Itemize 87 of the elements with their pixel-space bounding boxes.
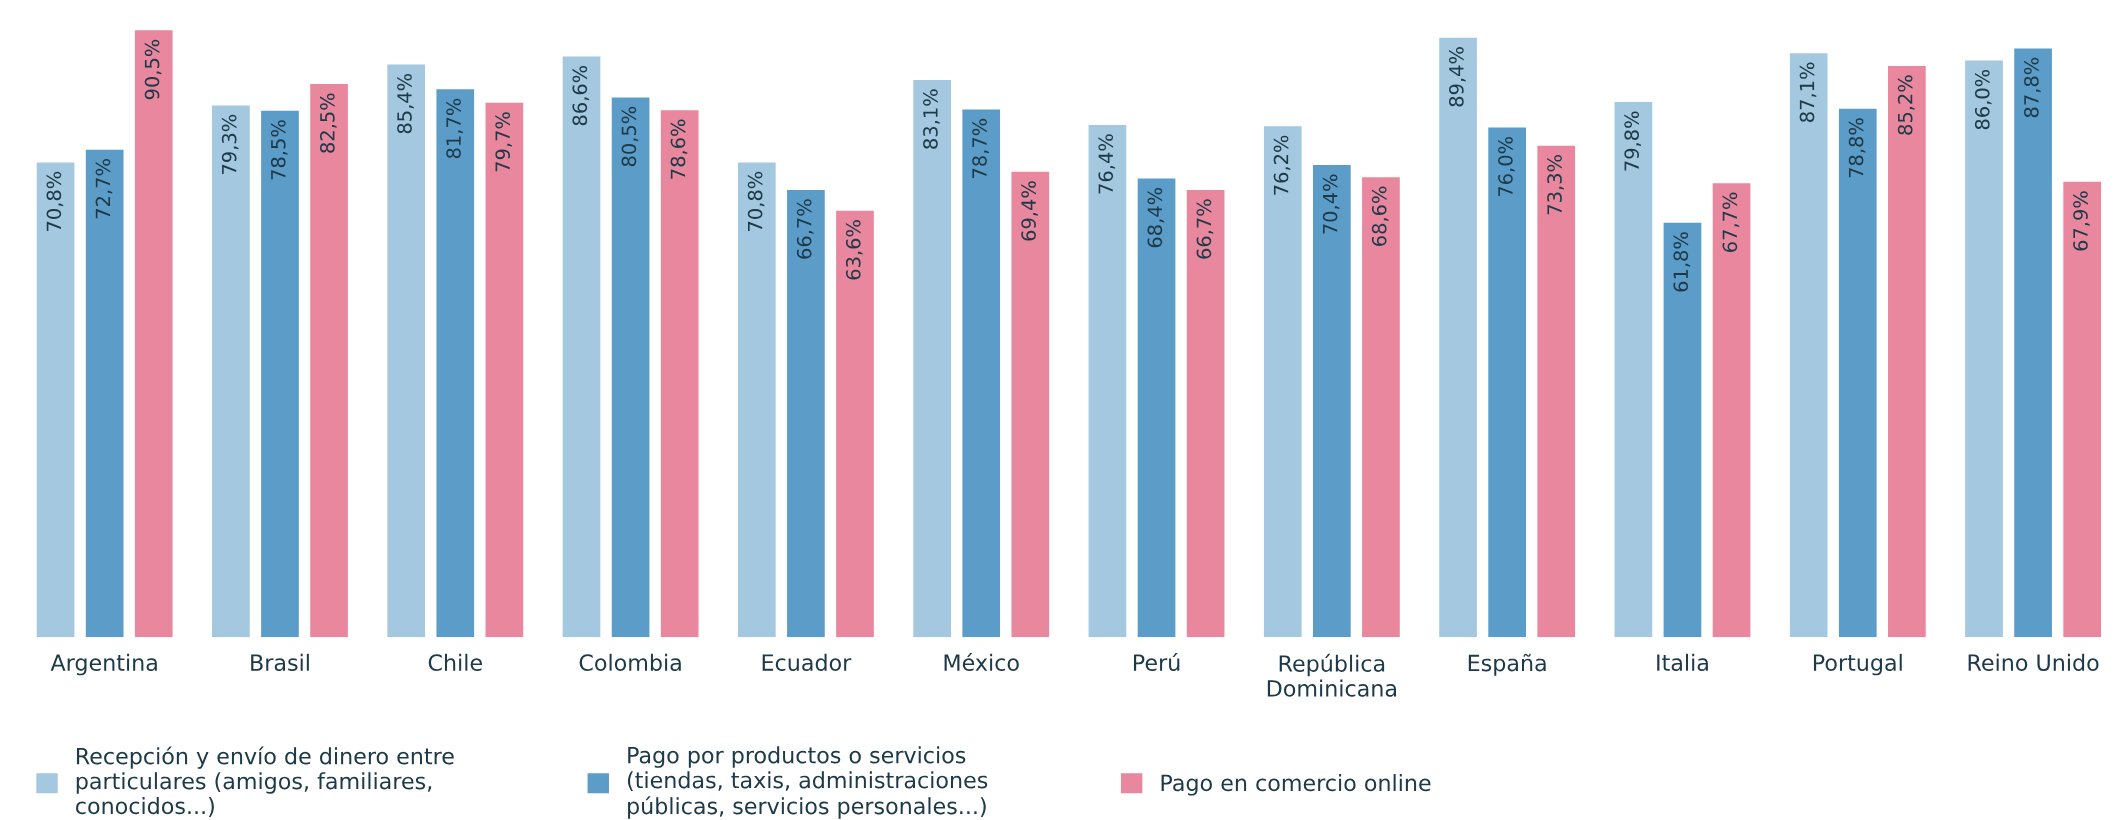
bar <box>913 79 951 638</box>
legend-label: Pago por productos o servicios (tiendas, taxis, administraciones públicas, servicios personales...) <box>627 746 988 819</box>
x-tick-label: Chile <box>428 653 482 672</box>
data-label: 69,4% <box>1021 181 1038 241</box>
bar <box>1137 178 1176 638</box>
x-tick-label: Colombia <box>579 653 681 672</box>
data-label: 67,7% <box>1722 192 1740 252</box>
data-label: 61,8% <box>1673 232 1691 292</box>
data-label: 78,8% <box>1848 118 1866 178</box>
data-label: 76,0% <box>1498 136 1515 197</box>
data-label: 78,7% <box>972 118 989 178</box>
data-label: 63,6% <box>845 220 863 280</box>
data-label: 89,4% <box>1449 47 1466 107</box>
bar <box>2014 48 2052 638</box>
bar <box>1313 165 1351 638</box>
bar <box>1011 171 1050 638</box>
data-label: 79,7% <box>495 112 512 172</box>
bar <box>1263 126 1302 638</box>
bar <box>134 30 173 638</box>
bar <box>387 64 426 638</box>
data-label: 67,9% <box>2073 191 2090 251</box>
x-tick-label: España <box>1468 653 1546 676</box>
x-tick-label: Argentina <box>50 653 157 676</box>
x-tick-label: México <box>944 652 1019 672</box>
data-label: 82,5% <box>319 93 337 153</box>
bar <box>1838 108 1877 638</box>
x-tick-label: Ecuador <box>762 653 852 672</box>
data-label: 80,5% <box>621 106 639 167</box>
bar <box>1537 145 1576 638</box>
bar <box>836 210 874 638</box>
legend-label: Recepción y envío de dinero entre particulares (amigos, familiares, conocidos...) <box>76 746 454 817</box>
data-label: 78,6% <box>670 119 688 179</box>
data-label: 90,5% <box>144 39 162 100</box>
bar <box>737 162 776 638</box>
bar <box>562 56 601 638</box>
bar <box>962 109 1001 638</box>
data-label: 73,3% <box>1547 155 1564 215</box>
data-label: 70,4% <box>1322 174 1340 234</box>
data-label: 70,8% <box>747 171 765 231</box>
bar <box>1362 177 1400 638</box>
bar <box>1614 102 1653 638</box>
bar <box>1488 127 1526 638</box>
data-label: 66,7% <box>1196 199 1214 259</box>
data-label: 68,6% <box>1371 186 1389 246</box>
x-tick-label: República Dominicana <box>1267 653 1396 697</box>
data-label: 72,7% <box>95 159 113 219</box>
data-label: 87,8% <box>2024 57 2041 118</box>
bar <box>485 102 524 638</box>
bar <box>1712 183 1751 638</box>
x-tick-label: Perú <box>1133 652 1180 672</box>
data-label: 76,4% <box>1098 134 1116 194</box>
bar <box>261 110 299 638</box>
data-label: 85,2% <box>1897 75 1915 135</box>
x-tick-label: Reino Unido <box>1968 653 2099 672</box>
bar <box>1088 124 1127 638</box>
bar <box>660 110 699 638</box>
data-label: 83,1% <box>923 89 940 149</box>
data-label: 78,5% <box>270 120 288 180</box>
data-label: 87,1% <box>1799 62 1817 122</box>
x-tick-label: Portugal <box>1813 653 1902 676</box>
bar <box>436 89 475 638</box>
data-label: 68,4% <box>1147 187 1165 248</box>
bar <box>1663 222 1702 638</box>
bar <box>1186 189 1225 638</box>
data-label: 79,8% <box>1624 111 1642 171</box>
bar <box>212 105 250 638</box>
data-label: 86,0% <box>1974 69 1992 130</box>
data-label: 66,7% <box>796 199 814 259</box>
data-label: 85,4% <box>397 73 414 134</box>
bar <box>611 97 650 638</box>
bar <box>2063 181 2102 638</box>
legend-label: Pago en comercio online <box>1161 774 1431 796</box>
data-label: 76,2% <box>1273 135 1291 195</box>
bar <box>1888 65 1926 638</box>
bar <box>787 189 825 638</box>
bar <box>310 83 348 638</box>
x-tick-label: Brasil <box>251 653 309 672</box>
bar <box>1439 37 1477 638</box>
bar <box>1789 53 1828 638</box>
bar <box>85 149 124 638</box>
bar <box>1965 60 2003 638</box>
bar <box>36 162 75 638</box>
data-label: 81,7% <box>446 98 463 159</box>
data-label: 86,6% <box>572 65 590 126</box>
x-tick-label: Italia <box>1657 653 1708 672</box>
data-label: 70,8% <box>46 171 64 231</box>
data-label: 79,3% <box>221 114 239 174</box>
